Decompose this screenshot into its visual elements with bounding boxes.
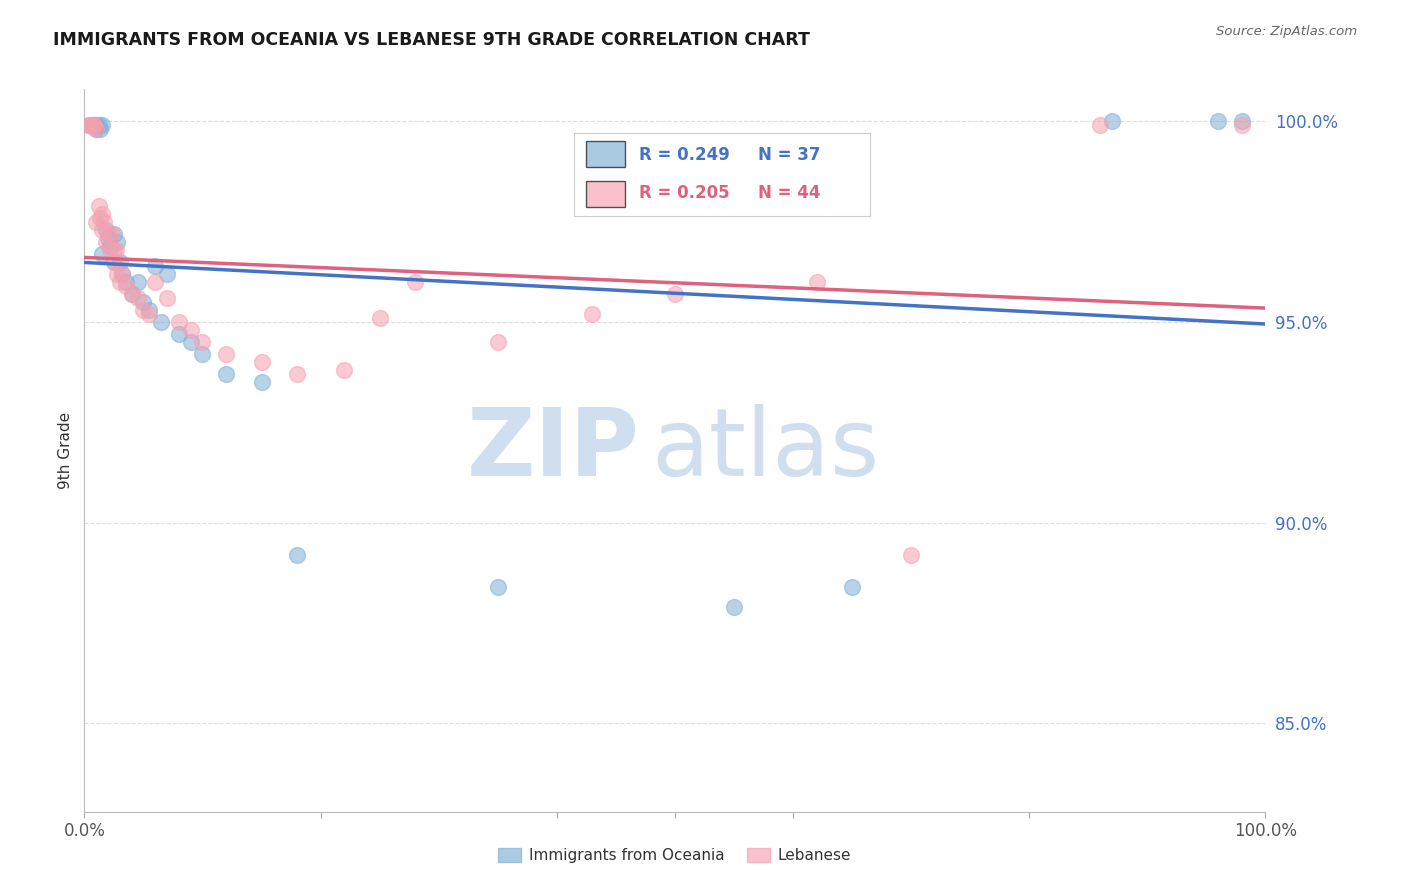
Point: [156, 267, 179, 281]
Point: [1206, 114, 1229, 128]
Point: [127, 275, 149, 289]
Point: [156, 291, 179, 305]
Point: [1088, 119, 1111, 133]
Text: ZIP: ZIP: [467, 404, 640, 497]
Point: [108, 255, 131, 269]
Point: [98, 239, 121, 253]
Point: [93, 215, 115, 229]
Point: [87, 199, 110, 213]
Point: [127, 291, 149, 305]
Point: [107, 267, 129, 281]
Point: [97, 231, 120, 245]
Point: [250, 355, 273, 369]
Point: [368, 311, 391, 326]
Legend: Immigrants from Oceania, Lebanese: Immigrants from Oceania, Lebanese: [492, 842, 858, 869]
Point: [103, 255, 125, 269]
Point: [121, 287, 143, 301]
Point: [581, 307, 603, 321]
Point: [132, 295, 155, 310]
Point: [1230, 119, 1253, 133]
Point: [114, 279, 136, 293]
Point: [121, 287, 143, 301]
Text: Source: ZipAtlas.com: Source: ZipAtlas.com: [1216, 25, 1357, 38]
Point: [77, 119, 100, 133]
Point: [100, 227, 122, 241]
Text: IMMIGRANTS FROM OCEANIA VS LEBANESE 9TH GRADE CORRELATION CHART: IMMIGRANTS FROM OCEANIA VS LEBANESE 9TH …: [53, 31, 810, 49]
Point: [180, 335, 202, 350]
Point: [94, 223, 117, 237]
Point: [114, 275, 136, 289]
Point: [111, 267, 134, 281]
Point: [806, 275, 828, 289]
Point: [486, 580, 509, 594]
Point: [89, 211, 111, 225]
Point: [84, 119, 107, 133]
Point: [103, 227, 125, 241]
Point: [82, 119, 104, 133]
Point: [83, 119, 105, 133]
Point: [84, 122, 107, 136]
Point: [111, 267, 134, 281]
Y-axis label: 9th Grade: 9th Grade: [58, 412, 73, 489]
Point: [94, 235, 117, 249]
Point: [285, 548, 308, 562]
Point: [143, 259, 166, 273]
Point: [138, 303, 160, 318]
Point: [1230, 114, 1253, 128]
Point: [723, 600, 745, 615]
Point: [486, 335, 509, 350]
Point: [150, 315, 173, 329]
Point: [900, 548, 922, 562]
Point: [250, 376, 273, 390]
Point: [79, 119, 101, 133]
Point: [107, 235, 129, 249]
Point: [664, 287, 686, 301]
Point: [83, 119, 105, 133]
Point: [138, 307, 160, 321]
Point: [91, 119, 114, 133]
Text: atlas: atlas: [651, 404, 880, 497]
Point: [103, 255, 125, 269]
Point: [82, 119, 104, 133]
Point: [132, 303, 155, 318]
Point: [1101, 114, 1123, 128]
Point: [191, 335, 214, 350]
Point: [333, 363, 356, 377]
Point: [89, 122, 111, 136]
Point: [84, 215, 107, 229]
Point: [167, 327, 190, 342]
Point: [97, 227, 120, 241]
Point: [105, 243, 128, 257]
Point: [98, 243, 121, 257]
Point: [103, 243, 125, 257]
Point: [79, 119, 101, 133]
Point: [91, 223, 114, 237]
Point: [84, 122, 107, 136]
Point: [215, 368, 238, 382]
Point: [191, 347, 214, 361]
Point: [180, 323, 202, 337]
Point: [91, 247, 114, 261]
Point: [143, 275, 166, 289]
Point: [841, 580, 863, 594]
Point: [285, 368, 308, 382]
Point: [108, 275, 131, 289]
Point: [91, 207, 114, 221]
Point: [215, 347, 238, 361]
Point: [167, 315, 190, 329]
Point: [404, 275, 426, 289]
Point: [87, 119, 110, 133]
